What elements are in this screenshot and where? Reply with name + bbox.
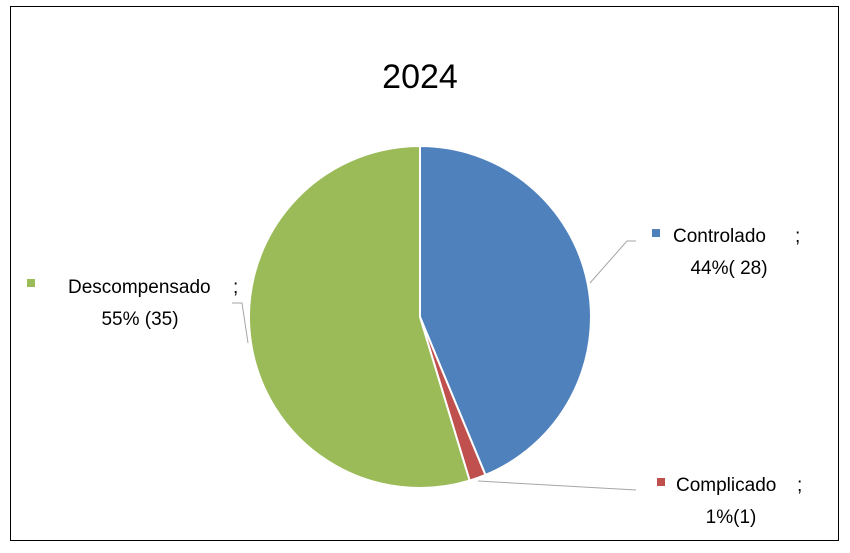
legend-marker-descompensado bbox=[27, 279, 35, 287]
slice-label-complicado-sep: ; bbox=[797, 475, 802, 496]
legend-marker-controlado bbox=[652, 229, 660, 237]
slice-value-complicado: 1%(1) bbox=[706, 507, 757, 528]
leader-line-complicado bbox=[477, 480, 637, 491]
chart-title: 2024 bbox=[382, 58, 458, 96]
slice-label-descompensado: Descompensado bbox=[68, 277, 211, 298]
slice-label-complicado: Complicado bbox=[676, 475, 776, 496]
slice-label-controlado: Controlado bbox=[673, 226, 766, 247]
pie-slices bbox=[248, 144, 592, 489]
slice-label-descompensado-sep: ; bbox=[233, 277, 238, 298]
legend-marker-complicado bbox=[657, 478, 665, 486]
leader-line-descompensado bbox=[232, 302, 249, 344]
pie-slice-controlado bbox=[419, 144, 592, 477]
pie-slice-descompensado bbox=[248, 144, 471, 489]
leader-line-controlado bbox=[589, 240, 636, 284]
slice-value-descompensado: 55% (35) bbox=[101, 309, 178, 330]
slice-value-controlado: 44%( 28) bbox=[690, 258, 767, 279]
slice-label-controlado-sep: ; bbox=[795, 226, 800, 247]
